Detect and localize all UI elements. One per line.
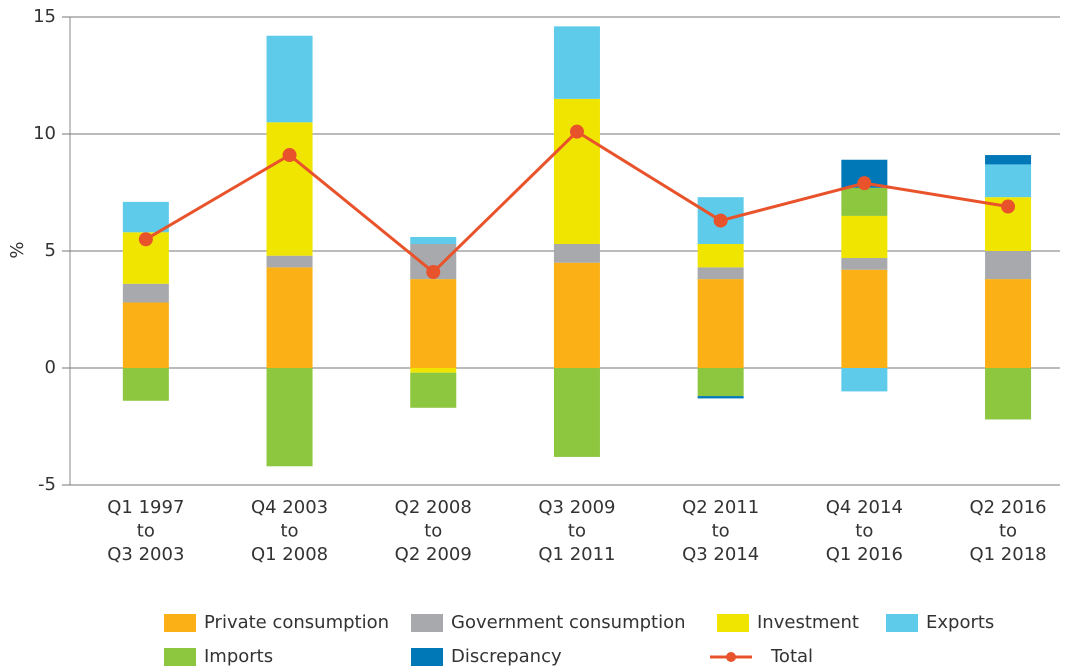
bar-segment	[841, 215, 888, 259]
x-tick-label: Q3 2009	[538, 497, 615, 518]
x-tick-label: to	[999, 521, 1017, 542]
x-tick-label: to	[712, 521, 730, 542]
x-tick-label: Q1 1997	[107, 497, 184, 518]
bar-segment	[985, 164, 1032, 198]
y-tick-label: 10	[33, 123, 56, 144]
bar-segment	[985, 251, 1032, 280]
legend-swatch	[886, 614, 918, 632]
x-tick-label: Q3 2014	[682, 544, 759, 565]
total-point	[1001, 199, 1016, 214]
legend-swatch	[411, 614, 443, 632]
legend-label: Total	[770, 646, 813, 667]
total-point	[282, 148, 297, 163]
total-point	[138, 232, 153, 247]
x-tick-label: to	[855, 521, 873, 542]
bar-segment	[266, 267, 313, 368]
bar-segment	[841, 269, 888, 368]
x-tick-label: Q2 2011	[682, 497, 759, 518]
bar-segment	[266, 35, 313, 123]
bar-segment	[985, 368, 1032, 420]
x-tick-label: Q1 2016	[826, 544, 903, 565]
bar-segment	[266, 255, 313, 268]
y-tick-label: 15	[33, 6, 56, 27]
x-tick-label: Q2 2008	[395, 497, 472, 518]
bar-segment	[266, 122, 313, 256]
y-tick-label: -5	[38, 474, 56, 495]
x-tick-label: Q4 2003	[251, 497, 328, 518]
bar-segment	[841, 187, 888, 216]
bar-segment	[122, 201, 169, 233]
y-axis-label: %	[7, 241, 28, 258]
x-tick-label: Q3 2003	[107, 544, 184, 565]
legend-dot	[726, 652, 736, 662]
bar-segment	[410, 372, 457, 408]
legend-label: Investment	[757, 612, 859, 633]
bar-segment	[985, 155, 1032, 165]
bar-segment	[697, 279, 744, 368]
x-tick-label: Q4 2014	[826, 497, 903, 518]
bar-segment	[553, 243, 600, 263]
legend-swatch	[164, 614, 196, 632]
x-tick-label: to	[568, 521, 586, 542]
bar-segment	[122, 368, 169, 401]
legend-label: Imports	[204, 646, 273, 667]
x-tick-label: Q2 2016	[969, 497, 1046, 518]
legend-swatch	[164, 648, 196, 666]
bar-segment	[697, 396, 744, 399]
legend-label: Exports	[926, 612, 994, 633]
bar-segment	[841, 258, 888, 270]
bar-segment	[841, 368, 888, 392]
x-tick-label: Q2 2009	[395, 544, 472, 565]
y-tick-label: 0	[45, 357, 56, 378]
legend-swatch	[717, 614, 749, 632]
bar-segment	[122, 302, 169, 368]
bar-segment	[985, 279, 1032, 368]
bar-segment	[697, 267, 744, 280]
x-tick-label: to	[137, 521, 155, 542]
y-tick-label: 5	[45, 240, 56, 261]
x-tick-label: to	[424, 521, 442, 542]
total-point	[857, 176, 872, 191]
bar-segment	[553, 98, 600, 244]
x-tick-label: to	[281, 521, 299, 542]
legend-label: Government consumption	[451, 612, 686, 633]
total-point	[426, 265, 441, 280]
bar-segment	[553, 26, 600, 99]
total-point	[569, 124, 584, 139]
x-tick-label: Q1 2008	[251, 544, 328, 565]
bar-segment	[410, 236, 457, 244]
x-tick-label: Q1 2011	[538, 544, 615, 565]
bar-segment	[410, 279, 457, 368]
bar-segment	[122, 283, 169, 303]
legend-swatch	[411, 648, 443, 666]
bar-segment	[553, 368, 600, 457]
bar-segment	[410, 368, 457, 373]
bar-segment	[697, 243, 744, 268]
x-tick-label: Q1 2018	[969, 544, 1046, 565]
bar-segment	[697, 368, 744, 397]
total-point	[713, 213, 728, 228]
bar-segment	[553, 262, 600, 368]
legend-label: Discrepancy	[451, 646, 562, 667]
bar-segment	[266, 368, 313, 467]
legend-label: Private consumption	[204, 612, 389, 633]
